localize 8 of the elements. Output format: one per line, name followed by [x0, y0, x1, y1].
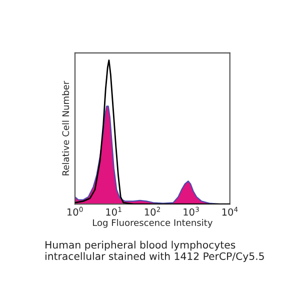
x-tick-label: 10$^{4}$ — [222, 206, 238, 216]
x-tick-label: 10$^{2}$ — [144, 206, 160, 216]
x-tick-label: 10$^{1}$ — [106, 206, 122, 216]
text: Human peripheral blood lymphocytes intracellular stained with 1412 PerCP/Cy5.5 — [46, 240, 264, 262]
x-axis-title: Log Fluorescence Intensity — [93, 219, 212, 228]
x-tick-label: 10$^{0}$ — [68, 206, 83, 216]
y-axis-title: Relative Cell Number — [62, 80, 70, 176]
x-tick-label: 10$^{3}$ — [184, 206, 199, 216]
